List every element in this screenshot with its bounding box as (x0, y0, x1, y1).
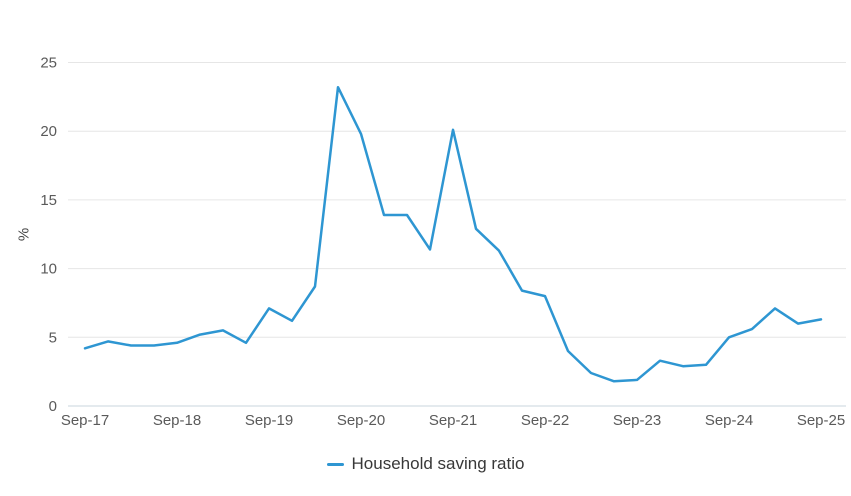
y-axis-tick-label: 10 (40, 261, 57, 278)
x-axis-tick-label: Sep-21 (429, 412, 477, 429)
x-axis-tick-label: Sep-25 (797, 412, 845, 429)
x-axis-tick-label: Sep-22 (521, 412, 569, 429)
legend: Household saving ratio (0, 454, 851, 474)
x-axis-tick-label: Sep-23 (613, 412, 661, 429)
x-axis-tick-label: Sep-20 (337, 412, 385, 429)
x-axis-tick-label: Sep-17 (61, 412, 109, 429)
x-axis-tick-label: Sep-18 (153, 412, 201, 429)
y-axis-tick-label: 0 (49, 398, 57, 415)
y-axis-tick-label: 15 (40, 192, 57, 209)
legend-line-marker-icon (326, 462, 344, 466)
series-line-household-saving-ratio (83, 85, 823, 383)
y-axis-title: % (15, 227, 33, 242)
x-axis-tick-label: Sep-19 (245, 412, 293, 429)
legend-label: Household saving ratio (351, 454, 525, 473)
x-axis-tick-label: Sep-24 (705, 412, 753, 429)
y-axis-tick-label: 25 (40, 55, 57, 72)
y-axis-tick-label: 20 (40, 123, 57, 140)
y-axis-tick-label: 5 (49, 329, 57, 346)
plot-area: 0 5 10 15 20 25 Sep-17 Sep-18 Sep-19 Sep-20 Sep-21… (40, 55, 846, 429)
legend-item-household-saving-ratio[interactable]: Household saving ratio (326, 454, 525, 474)
